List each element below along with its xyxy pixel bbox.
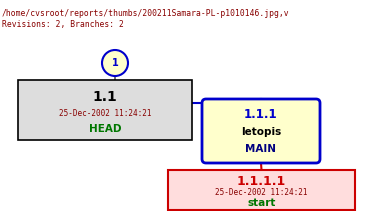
Text: 1: 1 bbox=[111, 58, 119, 68]
Text: MAIN: MAIN bbox=[245, 144, 276, 154]
Text: 1.1.1: 1.1.1 bbox=[244, 108, 278, 122]
Text: 25-Dec-2002 11:24:21: 25-Dec-2002 11:24:21 bbox=[215, 188, 308, 197]
Text: letopis: letopis bbox=[241, 127, 281, 137]
Text: start: start bbox=[247, 198, 276, 208]
FancyBboxPatch shape bbox=[202, 99, 320, 163]
Text: /home/cvsroot/reports/thumbs/200211Samara-PL-p1010146.jpg,v: /home/cvsroot/reports/thumbs/200211Samar… bbox=[2, 9, 289, 18]
Bar bbox=[168, 170, 355, 210]
Circle shape bbox=[102, 50, 128, 76]
Text: 1.1.1.1: 1.1.1.1 bbox=[237, 175, 286, 188]
Text: Revisions: 2, Branches: 2: Revisions: 2, Branches: 2 bbox=[2, 20, 124, 29]
Text: 1.1: 1.1 bbox=[93, 90, 117, 104]
Text: 25-Dec-2002 11:24:21: 25-Dec-2002 11:24:21 bbox=[59, 109, 151, 118]
Text: HEAD: HEAD bbox=[89, 124, 121, 134]
Bar bbox=[18, 80, 192, 140]
